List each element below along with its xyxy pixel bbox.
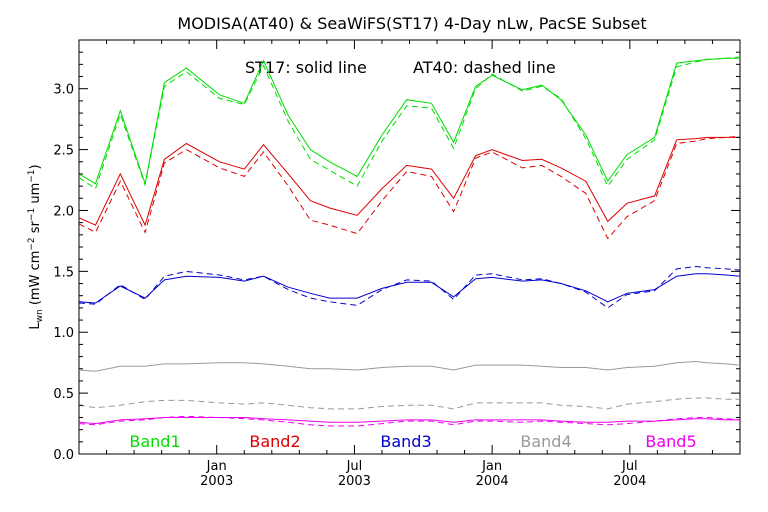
- y-tick-label-3: 1.5: [53, 265, 74, 280]
- ylabel-sup2: −1: [27, 208, 37, 221]
- x-tick-year-2: 2004: [476, 474, 509, 489]
- y-tick-label-5: 2.5: [53, 144, 74, 159]
- y-tick-label-6: 3.0: [53, 83, 74, 98]
- legend-item-1: Band1: [129, 432, 180, 451]
- y-tick-label-4: 2.0: [53, 204, 74, 219]
- ylabel-open: (mW cm: [28, 251, 43, 310]
- ylabel-sup3: −1: [27, 169, 37, 182]
- x-tick-year-1: 2003: [338, 474, 371, 489]
- series-8-dashed-line: [78, 397, 740, 410]
- legend-item-4: Band4: [520, 432, 571, 451]
- y-axis: 0.0 0.5 1.0 1.5 2.0 2.5 3.0: [53, 39, 740, 463]
- ylabel-main: L: [28, 322, 43, 330]
- series-9-solid-line: [78, 417, 740, 425]
- y-tick-label-1: 0.5: [53, 387, 74, 402]
- ylabel-sup1: −2: [27, 237, 37, 250]
- x-tick-month-2: Jan: [481, 459, 502, 474]
- plot-frame: [78, 39, 741, 455]
- series-3-solid-line: [78, 136, 740, 227]
- series-2-dashed-line: [78, 56, 741, 190]
- legend-item-3: Band3: [380, 432, 431, 451]
- legend-item-2: Band2: [249, 432, 300, 451]
- legend: Band1 Band2 Band3 Band4 Band5: [129, 432, 696, 451]
- series-6-dashed-line: [78, 265, 741, 309]
- x-tick-month-0: Jan: [206, 459, 227, 474]
- legend-item-5: Band5: [645, 432, 696, 451]
- ylabel-main-sub: wn: [35, 309, 45, 322]
- ylabel-close: ): [28, 164, 43, 169]
- series-5-solid-line: [78, 273, 741, 304]
- ylabel-mid2: um: [28, 183, 43, 208]
- y-axis-label: Lwn (mW cm−2 sr−1 um−1): [27, 164, 45, 329]
- x-tick-year-3: 2004: [613, 474, 646, 489]
- chart-title: MODISA(AT40) & SeaWiFS(ST17) 4-Day nLw, …: [177, 14, 646, 33]
- x-tick-month-1: Jul: [346, 459, 363, 474]
- x-tick-year-0: 2003: [200, 474, 233, 489]
- x-tick-month-3: Jul: [621, 459, 638, 474]
- subtitle-solid: ST17: solid line: [245, 58, 367, 77]
- series-10-dashed-line: [78, 415, 741, 427]
- series-4-dashed-line: [78, 135, 741, 240]
- ylabel-mid1: sr: [28, 220, 43, 237]
- series-layer: [78, 56, 741, 427]
- series-7-solid-line: [78, 360, 741, 372]
- series-1-solid-line: [78, 57, 740, 186]
- y-tick-label-0: 0.0: [53, 448, 74, 463]
- y-tick-label-2: 1.0: [53, 326, 74, 341]
- subtitle-dashed: AT40: dashed line: [413, 58, 556, 77]
